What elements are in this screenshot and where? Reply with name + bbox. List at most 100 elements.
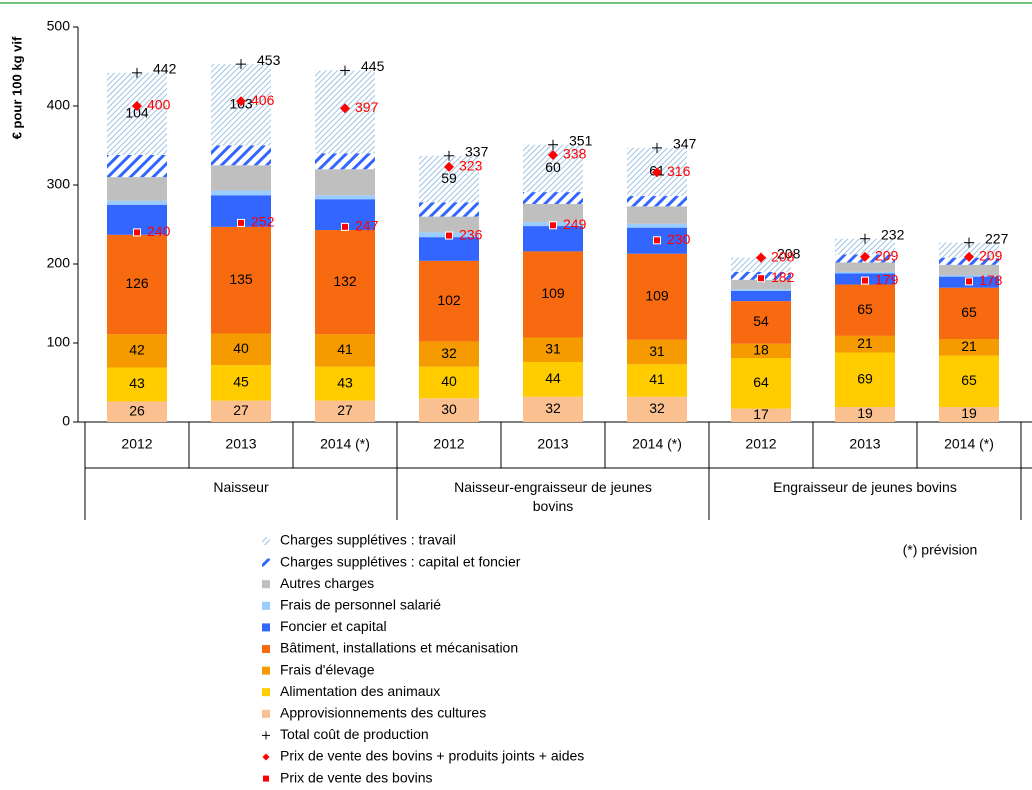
bar-segment xyxy=(315,366,375,401)
legend-label: Charges supplétives : capital et foncier xyxy=(280,553,521,569)
bar-segment xyxy=(107,367,167,402)
bar-segment xyxy=(835,335,895,353)
data-label: 240 xyxy=(147,223,171,239)
bar-segment xyxy=(939,242,999,258)
data-label: 208 xyxy=(771,248,795,264)
bar-segment xyxy=(107,334,167,368)
data-label: 27 xyxy=(337,402,353,418)
bar-segment xyxy=(627,339,687,365)
bar-segment xyxy=(419,260,479,342)
data-label: 442 xyxy=(153,61,177,77)
data-label: 43 xyxy=(337,374,353,390)
data-label: 64 xyxy=(753,374,769,390)
bar-segment xyxy=(107,401,167,422)
data-label: 209 xyxy=(875,248,899,264)
x-tick-label: 2014 (*) xyxy=(632,436,682,452)
data-label: 30 xyxy=(441,401,457,417)
bar-segment xyxy=(211,333,271,366)
data-label: 400 xyxy=(147,97,171,113)
legend-swatch xyxy=(262,753,270,761)
data-label: 182 xyxy=(771,269,795,285)
legend-label: Autres charges xyxy=(280,575,374,591)
bar-segment xyxy=(627,364,687,397)
data-label: 232 xyxy=(881,226,905,242)
legend-swatch xyxy=(262,666,270,675)
data-label: 406 xyxy=(251,92,275,108)
data-label: 44 xyxy=(545,370,561,386)
data-label: 32 xyxy=(649,400,665,416)
group-label: Engraisseur de jeunes bovins xyxy=(773,479,957,495)
bar-segment xyxy=(835,238,895,255)
bar-segment xyxy=(315,400,375,422)
annotation: (*) prévision xyxy=(903,542,978,558)
data-label: 104 xyxy=(125,105,149,121)
marker xyxy=(341,222,349,231)
marker xyxy=(132,101,142,111)
bar-segment xyxy=(107,234,167,335)
x-tick-label: 2013 xyxy=(225,436,256,452)
data-label: 19 xyxy=(857,405,873,421)
bar-segment xyxy=(627,206,687,224)
data-label: 43 xyxy=(129,375,145,391)
legend-label: Total coût de production xyxy=(280,726,429,742)
x-tick-label: 2014 (*) xyxy=(320,436,370,452)
bar-segment xyxy=(731,289,791,291)
bar-segment xyxy=(939,406,999,422)
bar-segment xyxy=(419,216,479,233)
legend-swatch xyxy=(262,709,270,718)
legend-swatch xyxy=(262,731,270,740)
data-label: 59 xyxy=(441,170,457,186)
marker xyxy=(236,59,246,70)
bar-segment xyxy=(939,355,999,407)
bar-segment xyxy=(627,196,687,207)
bar-segment xyxy=(731,343,791,359)
data-label: 453 xyxy=(257,52,281,68)
group-label: Naisseur xyxy=(213,479,269,495)
bar-segment xyxy=(731,257,791,272)
legend-label: Foncier et capital xyxy=(280,618,387,634)
bar-segment xyxy=(939,275,999,277)
marker xyxy=(445,231,453,240)
legend-swatch xyxy=(262,623,270,632)
y-tick-label: 0 xyxy=(62,413,70,429)
bar-segment xyxy=(523,192,583,204)
bar-segment xyxy=(523,337,583,362)
marker xyxy=(237,218,245,227)
marker xyxy=(340,103,350,114)
data-label: 60 xyxy=(545,159,561,175)
data-label: 135 xyxy=(229,271,253,287)
marker xyxy=(965,277,973,286)
bar-segment xyxy=(835,262,895,272)
bar-segment xyxy=(419,237,479,261)
x-tick-label: 2013 xyxy=(849,436,880,452)
bar-segment xyxy=(731,301,791,344)
x-tick-label: 2014 (*) xyxy=(944,436,994,452)
data-label: 40 xyxy=(441,373,457,389)
marker xyxy=(964,237,974,248)
data-label: 249 xyxy=(563,216,587,232)
marker xyxy=(757,274,765,283)
bar-segment xyxy=(939,264,999,276)
bar-segment xyxy=(315,195,375,200)
data-label: 445 xyxy=(361,58,385,74)
data-label: 109 xyxy=(541,285,565,301)
bar-segment xyxy=(523,251,583,338)
bar-segment xyxy=(939,287,999,340)
legend-label: Prix de vente des bovins xyxy=(280,769,433,785)
bar-segment xyxy=(315,334,375,367)
marker xyxy=(444,150,454,161)
legend-swatch xyxy=(262,580,270,589)
bar-segment xyxy=(419,398,479,422)
y-tick-label: 300 xyxy=(47,176,71,192)
marker xyxy=(548,139,558,150)
bar-segment xyxy=(627,223,687,228)
bar-segment xyxy=(731,279,791,290)
data-label: 32 xyxy=(441,345,457,361)
legend-swatch xyxy=(262,558,270,567)
data-label: 347 xyxy=(673,136,697,152)
group-label: Naisseur-engraisseur de jeunes bovins xyxy=(454,479,652,514)
data-label: 41 xyxy=(649,371,665,387)
data-label: 316 xyxy=(667,163,691,179)
